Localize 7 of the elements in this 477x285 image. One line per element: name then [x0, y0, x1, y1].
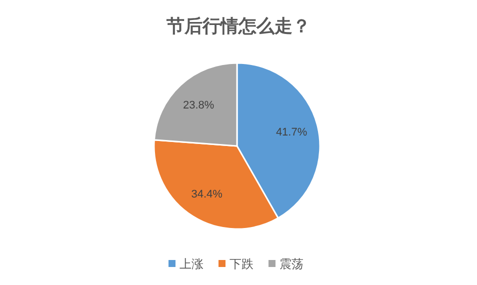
legend-label: 震荡 — [280, 257, 304, 271]
data-label: 23.8% — [182, 100, 214, 112]
data-label: 41.7% — [276, 126, 308, 139]
chart-title: 节后行情怎么走？ — [166, 16, 310, 36]
legend-label: 上涨 — [180, 257, 204, 271]
legend-label: 下跌 — [230, 257, 254, 271]
data-label: 34.4% — [191, 188, 223, 201]
